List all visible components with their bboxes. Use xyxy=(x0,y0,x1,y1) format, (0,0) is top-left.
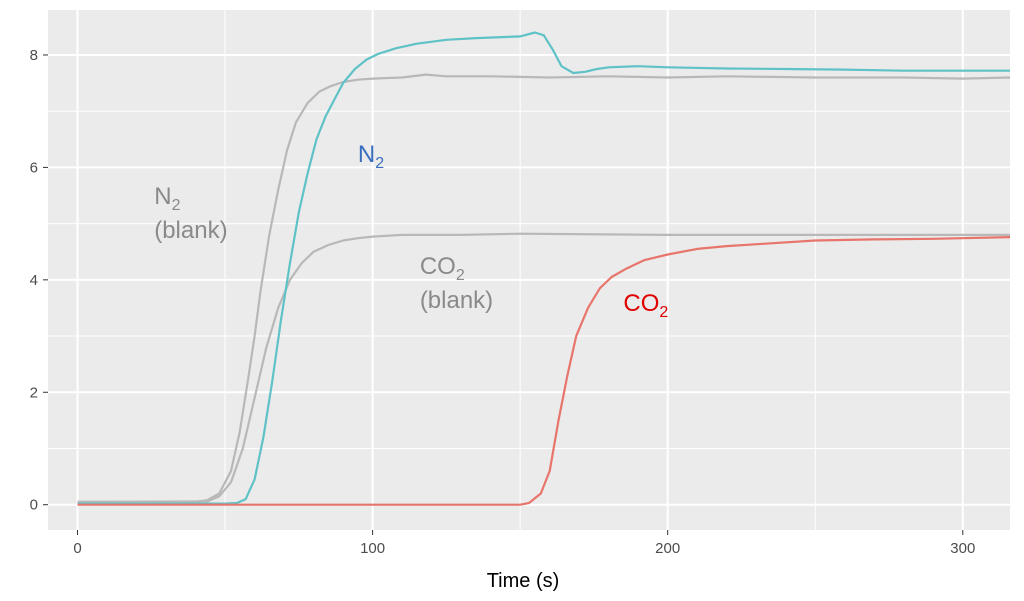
co2-blank-label: CO2 (blank) xyxy=(420,253,493,314)
label-line2: (blank) xyxy=(154,217,227,244)
n2-label: N2 xyxy=(358,141,384,172)
x-tick-label: 0 xyxy=(73,540,81,557)
label-line1: CO2 xyxy=(623,290,668,321)
x-axis-title: Time (s) xyxy=(487,570,560,592)
x-tick-label: 200 xyxy=(655,540,680,557)
label-line1: N2 xyxy=(154,183,180,214)
x-tick-label: 300 xyxy=(950,540,975,557)
n2-blank-line xyxy=(77,73,1011,503)
y-tick-label: 2 xyxy=(30,384,38,401)
series-annotations: N2 (blank) N2 CO2 (blank) CO2 xyxy=(154,141,668,321)
label-line2: (blank) xyxy=(420,287,493,314)
series-lines xyxy=(77,31,1011,506)
y-axis-ticks: 0 2 4 6 8 xyxy=(30,47,48,514)
y-tick-label: 8 xyxy=(30,47,38,64)
label-line1: CO2 xyxy=(420,253,465,284)
co2-blank-line xyxy=(77,232,1010,503)
label-line1: N2 xyxy=(358,141,384,172)
co2-label: CO2 xyxy=(623,290,668,321)
n2-line xyxy=(77,31,1010,505)
n2-blank-label: N2 (blank) xyxy=(154,183,227,244)
y-tick-label: 6 xyxy=(30,159,38,176)
co2-line xyxy=(77,236,1011,506)
x-axis-ticks: 0 100 200 300 xyxy=(73,530,975,557)
y-tick-label: 0 xyxy=(30,497,38,514)
y-tick-label: 4 xyxy=(30,272,38,289)
x-tick-label: 100 xyxy=(360,540,385,557)
minor-gridlines xyxy=(48,10,1010,530)
plot-panel xyxy=(48,10,1010,530)
